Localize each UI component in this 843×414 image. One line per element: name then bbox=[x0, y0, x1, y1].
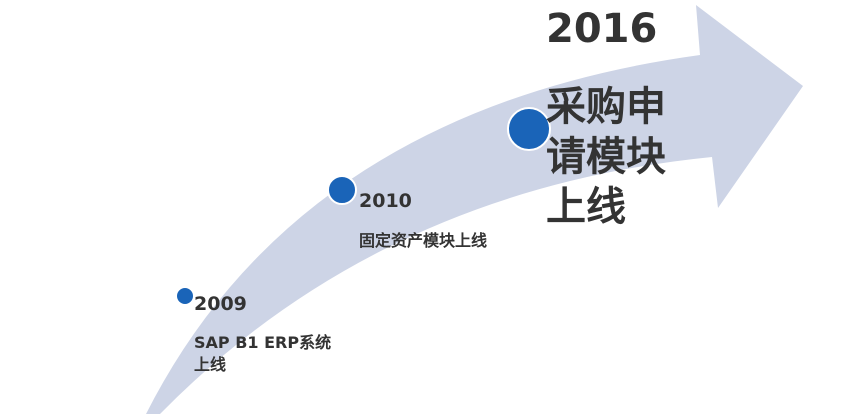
milestone-text-2010: 固定资产模块上线 bbox=[359, 231, 488, 250]
milestone-dot-2010 bbox=[327, 175, 357, 205]
milestone-text-2009: SAP B1 ERP系统上线 bbox=[194, 333, 332, 374]
milestone-text-2016: 采购申请模块上线 bbox=[546, 84, 666, 230]
milestone-year-2009: 2009 bbox=[194, 293, 247, 315]
milestone-dot-2016 bbox=[507, 107, 551, 151]
arrow-shape bbox=[146, 5, 803, 414]
milestone-year-2010: 2010 bbox=[359, 190, 412, 212]
milestone-dot-2009 bbox=[177, 288, 193, 304]
milestone-year-2016: 2016 bbox=[546, 6, 658, 52]
